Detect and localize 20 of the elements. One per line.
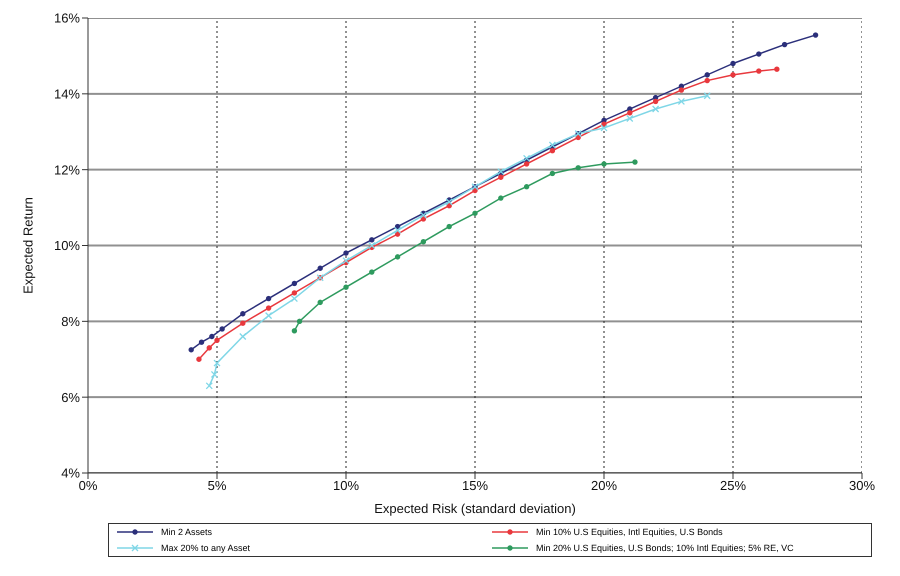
x-tick-label: 20% xyxy=(590,478,618,494)
y-tick-label: 16% xyxy=(54,10,80,26)
x-tick-label: 0% xyxy=(78,478,98,494)
y-tick-label: 12% xyxy=(54,162,80,178)
legend-label: Min 2 Assets xyxy=(161,527,212,537)
x-tick-label: 10% xyxy=(332,478,360,494)
y-tick-label: 10% xyxy=(54,238,80,254)
y-tick-label: 6% xyxy=(61,390,80,405)
y-tick-label: 14% xyxy=(54,86,80,102)
legend-label: Min 10% U.S Equities, Intl Equities, U.S Bonds xyxy=(536,527,723,537)
y-tick-label: 8% xyxy=(61,314,80,329)
legend-label: Min 20% U.S Equities, U.S Bonds; 10% Intl Equities; 5% RE, VC xyxy=(536,543,794,553)
legend-label: Max 20% to any Asset xyxy=(161,543,250,553)
x-tick-label: 15% xyxy=(462,478,488,494)
y-axis-title: Expected Return xyxy=(20,197,36,294)
x-axis-title: Expected Risk (standard deviation) xyxy=(374,501,576,516)
x-tick-label: 30% xyxy=(848,478,876,494)
x-tick-label: 5% xyxy=(208,478,227,494)
y-tick-label: 4% xyxy=(61,466,80,481)
x-tick-label: 25% xyxy=(720,478,746,494)
